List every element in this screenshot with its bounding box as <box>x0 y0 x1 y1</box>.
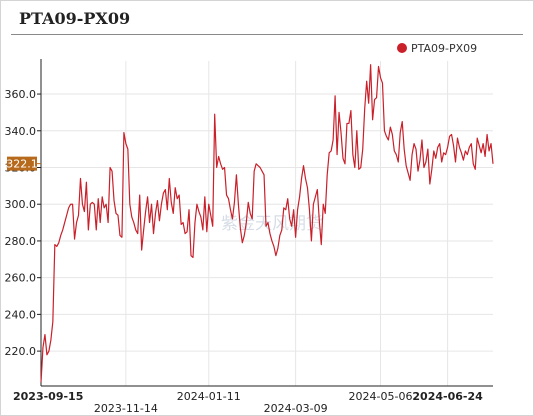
x-tick-label: 2024-01-11 <box>177 390 241 403</box>
watermark: 紫金天风期货 <box>221 214 323 234</box>
x-axis-ticks: 2023-09-15 2023-11-14 2024-01-11 2024-03-09… <box>13 390 483 415</box>
legend-label: PTA09-PX09 <box>411 42 477 55</box>
y-tick-label: 240.0 <box>5 308 37 321</box>
y-tick-label: 260.0 <box>5 272 37 285</box>
watermark-text: 紫金天风期货 <box>221 214 323 234</box>
last-value-label: 322.1 <box>6 158 38 171</box>
legend-marker-icon <box>397 43 407 53</box>
x-tick-label: 2024-03-09 <box>264 402 328 415</box>
x-tick-label: 2023-09-15 <box>13 390 83 403</box>
x-tick-label: 2023-11-14 <box>94 402 158 415</box>
y-tick-label: 300.0 <box>5 198 37 211</box>
y-tick-label: 340.0 <box>5 125 37 138</box>
legend-item[interactable]: PTA09-PX09 <box>397 42 477 55</box>
x-tick-label: 2024-06-24 <box>412 390 483 403</box>
chart-title: PTA09-PX09 <box>19 9 131 28</box>
last-value-badge-box <box>7 156 37 171</box>
y-tick-label: 220.0 <box>5 345 37 358</box>
x-tick-label: 2024-05-06 <box>349 390 413 403</box>
series-layer <box>40 64 494 383</box>
last-value-badge: 322.1 <box>6 156 41 171</box>
series-line-pta09-px09 <box>40 64 494 383</box>
axes <box>40 59 493 387</box>
title-divider <box>11 34 523 35</box>
legend[interactable]: PTA09-PX09 <box>397 42 477 55</box>
y-tick-label: 360.0 <box>5 88 37 101</box>
y-tick-label: 280.0 <box>5 235 37 248</box>
